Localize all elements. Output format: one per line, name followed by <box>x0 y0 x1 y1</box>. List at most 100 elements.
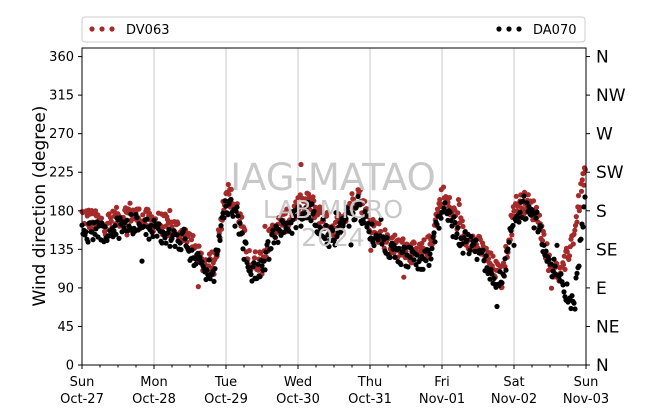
data-point-DA070 <box>428 256 434 262</box>
watermark-line-3: 2024 <box>301 223 365 252</box>
x-tick-weekday: Sun <box>70 375 95 390</box>
compass-label: NW <box>596 86 626 106</box>
series-DA070 <box>79 193 588 312</box>
y-tick-label: 135 <box>49 243 74 258</box>
data-point-DA070 <box>163 240 169 246</box>
data-point-DA070 <box>429 245 435 252</box>
data-point-DV063 <box>125 206 132 212</box>
data-point-DA070 <box>521 193 527 199</box>
data-point-DV063 <box>332 219 339 225</box>
data-point-DA070 <box>516 219 522 225</box>
data-point-DA070 <box>572 306 578 312</box>
data-point-DA070 <box>473 237 479 243</box>
x-tick-date: Nov-02 <box>491 392 537 407</box>
data-point-DV063 <box>525 192 531 198</box>
legend-label-da070: DA070 <box>533 23 577 38</box>
data-point-DA070 <box>582 194 588 200</box>
data-point-DV063 <box>175 221 181 227</box>
data-point-DV063 <box>257 250 264 256</box>
data-point-DV063 <box>92 208 99 214</box>
data-point-DV063 <box>455 210 461 216</box>
data-point-DA070 <box>292 213 298 219</box>
data-point-DV063 <box>459 218 465 224</box>
data-point-DA070 <box>407 254 413 260</box>
data-point-DV063 <box>298 161 304 168</box>
x-tick-weekday: Mon <box>140 375 167 390</box>
data-point-DA070 <box>517 209 523 215</box>
data-point-DA070 <box>511 242 517 248</box>
data-point-DA070 <box>489 271 495 277</box>
data-point-DA070 <box>378 216 384 222</box>
data-point-DA070 <box>244 259 250 266</box>
data-point-DA070 <box>474 256 480 262</box>
data-point-DA070 <box>430 234 436 240</box>
data-point-DA070 <box>560 282 566 288</box>
data-point-DV063 <box>401 274 407 280</box>
legend-box <box>81 16 586 43</box>
data-point-DA070 <box>420 266 426 272</box>
data-point-DA070 <box>501 273 507 279</box>
data-point-DA070 <box>235 213 241 219</box>
data-point-DA070 <box>398 261 404 268</box>
data-point-DA070 <box>268 246 274 252</box>
data-point-DA070 <box>230 213 236 219</box>
data-point-DA070 <box>322 236 328 242</box>
data-point-DA070 <box>454 231 460 237</box>
data-point-DV063 <box>195 284 201 290</box>
legend-marker-da070 <box>496 26 522 32</box>
data-point-DA070 <box>548 261 554 267</box>
data-point-DA070 <box>255 261 261 267</box>
x-tick-weekday: Sun <box>574 375 599 390</box>
data-point-DA070 <box>578 236 584 242</box>
data-point-DA070 <box>480 247 486 253</box>
data-point-DV063 <box>582 166 588 173</box>
data-point-DA070 <box>561 289 567 295</box>
data-point-DV063 <box>349 191 355 197</box>
data-point-DA070 <box>506 239 512 245</box>
data-point-DV063 <box>573 214 579 220</box>
data-point-DA070 <box>431 230 437 236</box>
data-point-DA070 <box>189 247 195 253</box>
y-tick-label: 90 <box>57 281 74 296</box>
data-point-DV063 <box>124 232 130 238</box>
data-point-DA070 <box>487 276 493 282</box>
data-point-DA070 <box>220 210 226 216</box>
data-point-DA070 <box>232 223 238 229</box>
data-point-DA070 <box>574 270 580 276</box>
data-point-DA070 <box>302 211 308 217</box>
data-point-DA070 <box>426 262 432 268</box>
watermark: IAG-MATAO LAB MICRO 2024 <box>230 156 435 252</box>
data-point-DA070 <box>303 205 309 211</box>
data-point-DA070 <box>90 237 96 243</box>
data-point-DV063 <box>167 207 173 214</box>
x-tick-date: Nov-01 <box>419 392 465 407</box>
data-point-DA070 <box>459 241 465 247</box>
data-point-DA070 <box>543 248 549 254</box>
data-point-DA070 <box>215 247 221 253</box>
data-point-DA070 <box>259 263 265 269</box>
data-point-DV063 <box>437 197 443 203</box>
data-point-DA070 <box>293 225 299 231</box>
data-point-DV063 <box>190 233 196 239</box>
data-point-DV063 <box>226 191 232 197</box>
data-point-DA070 <box>308 218 314 224</box>
data-point-DA070 <box>251 260 257 266</box>
data-point-DA070 <box>523 216 529 222</box>
data-point-DV063 <box>140 212 146 218</box>
data-point-DA070 <box>332 242 338 248</box>
data-point-DA070 <box>467 247 473 253</box>
compass-label: SE <box>596 240 618 260</box>
data-point-DV063 <box>251 255 258 261</box>
data-point-DA070 <box>455 225 461 231</box>
data-point-DA070 <box>174 232 180 238</box>
data-point-DA070 <box>266 256 272 262</box>
data-point-DA070 <box>271 240 277 246</box>
data-point-DA070 <box>203 276 209 283</box>
y-axis-title: Wind direction (degree) <box>30 106 50 307</box>
data-point-DA070 <box>538 224 544 230</box>
x-tick-date: Nov-03 <box>563 392 609 407</box>
data-point-DA070 <box>177 240 183 246</box>
data-point-DV063 <box>196 243 202 249</box>
data-point-DA070 <box>141 223 147 229</box>
watermark-line-1: IAG-MATAO <box>230 156 435 199</box>
